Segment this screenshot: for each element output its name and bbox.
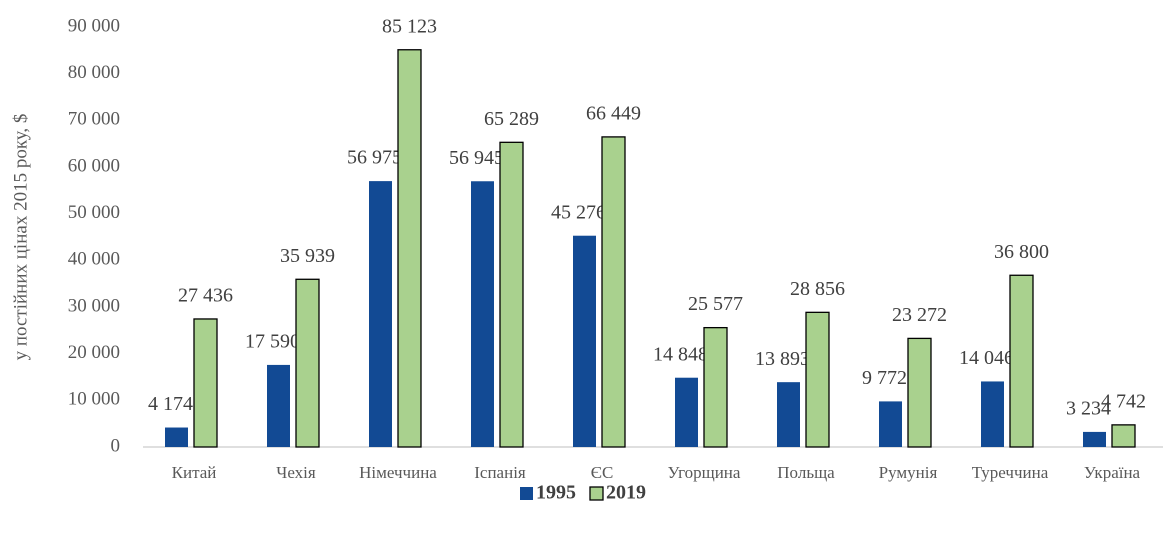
bar [879,401,902,447]
bar [777,382,800,447]
value-label: 4 174 [148,393,193,415]
bar [193,318,218,448]
bar [295,278,320,448]
value-label: 17 590 [245,331,300,353]
y-tick-label: 70 000 [68,109,120,130]
bar [165,427,188,447]
value-label: 9 772 [862,367,907,389]
value-label: 66 449 [586,102,641,124]
x-tick-label: Китай [172,463,217,482]
bar [1083,431,1106,447]
y-axis-label: у постійних цінах 2015 року, $ [10,114,31,361]
bar [805,311,830,448]
bar [573,235,596,447]
y-tick-label: 40 000 [68,249,120,270]
bar [703,326,728,448]
bar [471,181,494,448]
legend-swatch [589,486,604,501]
value-label: 4 742 [1101,390,1146,412]
x-tick-label: Німеччина [359,463,437,482]
bar [1111,424,1136,448]
legend-label: 1995 [536,482,576,504]
bar [397,49,422,448]
y-tick-label: 20 000 [68,342,120,363]
y-tick-label: 10 000 [68,389,120,410]
value-label: 14 046 [959,347,1014,369]
bar [369,181,392,447]
value-label: 56 975 [347,147,402,169]
legend-label: 2019 [606,482,646,504]
value-label: 14 848 [653,343,708,365]
bar [1009,274,1034,448]
x-tick-label: Польща [777,463,835,482]
y-tick-label: 60 000 [68,155,120,176]
bar [267,364,290,447]
x-tick-label: Румунія [879,463,938,482]
value-label: 35 939 [280,245,335,267]
y-tick-label: 0 [111,435,121,456]
bar [981,381,1004,447]
y-tick-label: 90 000 [68,15,120,36]
y-tick-label: 80 000 [68,62,120,83]
bar [499,141,524,448]
value-label: 23 272 [892,304,947,326]
x-tick-label: ЄС [591,463,614,482]
value-label: 56 945 [449,147,504,169]
y-tick-label: 30 000 [68,295,120,316]
bar [601,136,626,448]
x-tick-label: Україна [1084,463,1141,482]
value-label: 45 276 [551,201,606,223]
legend-swatch [520,487,533,500]
x-tick-label: Туреччина [972,463,1049,482]
value-label: 3 234 [1066,398,1111,420]
value-label: 13 893 [755,348,810,370]
y-tick-label: 50 000 [68,202,120,223]
value-label: 85 123 [382,15,437,37]
value-label: 65 289 [484,108,539,130]
bar [675,377,698,447]
value-label: 25 577 [688,293,743,315]
bar [907,337,932,448]
value-label: 28 856 [790,278,845,300]
value-label: 27 436 [178,285,233,307]
value-label: 36 800 [994,241,1049,263]
x-tick-label: Іспанія [474,463,526,482]
x-tick-label: Угорщина [668,463,741,482]
x-tick-label: Чехія [276,463,316,482]
